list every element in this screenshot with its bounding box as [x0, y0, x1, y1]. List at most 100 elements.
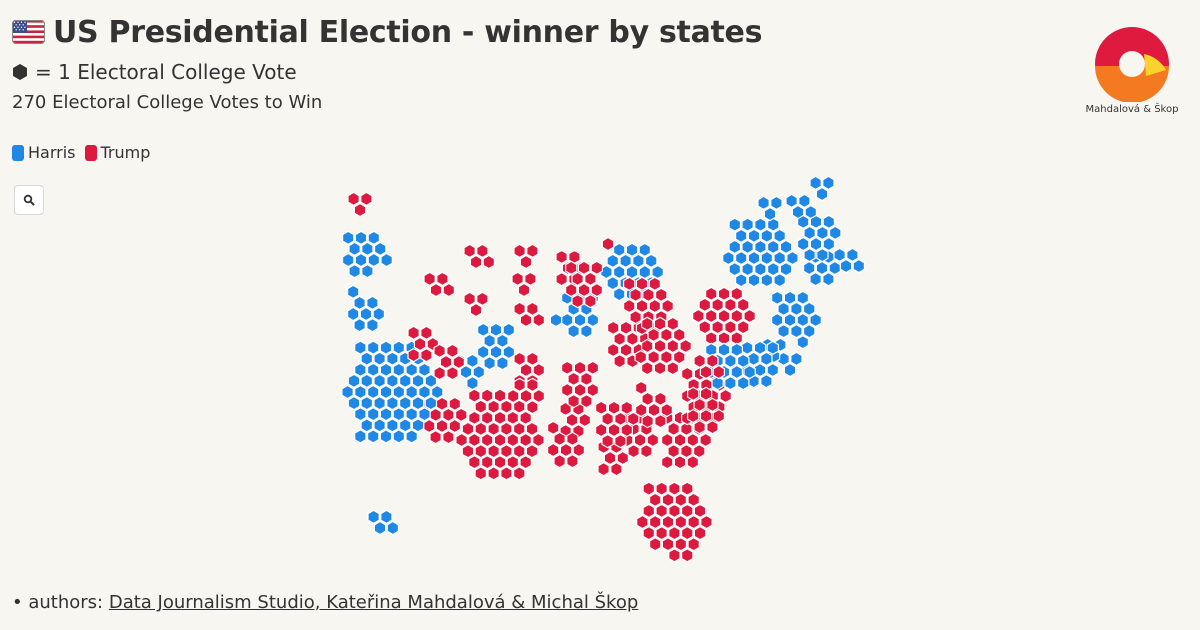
electoral-vote-hex[interactable] [347, 191, 360, 207]
electoral-vote-hex[interactable] [502, 322, 516, 337]
authors-link[interactable]: Data Journalism Studio, Kateřina Mahdalo… [108, 592, 639, 613]
electoral-vote-hex[interactable] [699, 408, 713, 424]
state-indiana[interactable] [606, 320, 652, 369]
electoral-vote-hex[interactable] [493, 388, 507, 403]
electoral-vote-hex[interactable] [474, 466, 487, 481]
electoral-vote-hex[interactable] [753, 362, 767, 378]
electoral-vote-hex[interactable] [386, 351, 399, 366]
electoral-vote-hex[interactable] [429, 429, 442, 445]
electoral-vote-hex[interactable] [620, 422, 634, 438]
electoral-vote-hex[interactable] [493, 432, 507, 448]
electoral-vote-hex[interactable] [666, 316, 680, 331]
electoral-vote-hex[interactable] [672, 327, 686, 343]
electoral-vote-hex[interactable] [679, 338, 692, 354]
electoral-vote-hex[interactable] [651, 264, 664, 280]
electoral-vote-hex[interactable] [644, 253, 658, 269]
electoral-vote-hex[interactable] [386, 418, 399, 433]
electoral-vote-hex[interactable] [773, 228, 786, 243]
electoral-vote-hex[interactable] [634, 349, 648, 365]
electoral-vote-hex[interactable] [506, 455, 520, 470]
electoral-vote-hex[interactable] [512, 466, 526, 481]
electoral-vote-hex[interactable] [743, 364, 756, 380]
electoral-vote-hex[interactable] [360, 191, 373, 207]
electoral-vote-hex[interactable] [629, 309, 642, 325]
electoral-vote-hex[interactable] [594, 400, 608, 415]
electoral-vote-hex[interactable] [573, 312, 587, 328]
electoral-vote-hex[interactable] [560, 382, 574, 398]
electoral-vote-hex[interactable] [668, 548, 681, 563]
electoral-vote-hex[interactable] [833, 247, 846, 263]
electoral-vote-hex[interactable] [754, 239, 767, 255]
electoral-vote-hex[interactable] [622, 276, 636, 291]
electoral-vote-hex[interactable] [692, 308, 705, 324]
electoral-vote-hex[interactable] [614, 433, 627, 449]
electoral-vote-hex[interactable] [783, 312, 797, 328]
state-delaware[interactable] [777, 351, 803, 378]
electoral-vote-hex[interactable] [477, 322, 490, 337]
electoral-vote-hex[interactable] [809, 271, 822, 287]
electoral-vote-hex[interactable] [606, 275, 620, 291]
electoral-vote-hex[interactable] [342, 252, 355, 268]
electoral-vote-hex[interactable] [680, 481, 694, 496]
electoral-vote-hex[interactable] [506, 410, 520, 425]
electoral-vote-hex[interactable] [348, 241, 361, 257]
electoral-vote-hex[interactable] [634, 402, 648, 418]
state-florida[interactable] [636, 481, 713, 563]
electoral-vote-hex[interactable] [436, 271, 449, 287]
electoral-vote-hex[interactable] [500, 421, 513, 437]
electoral-vote-hex[interactable] [601, 411, 614, 427]
electoral-vote-hex[interactable] [590, 260, 604, 275]
electoral-vote-hex[interactable] [379, 340, 393, 355]
electoral-vote-hex[interactable] [517, 282, 531, 298]
electoral-vote-hex[interactable] [466, 375, 479, 391]
electoral-vote-hex[interactable] [804, 204, 818, 220]
electoral-vote-hex[interactable] [354, 362, 367, 377]
electoral-vote-hex[interactable] [525, 421, 539, 437]
state-louisiana[interactable] [546, 420, 586, 469]
electoral-vote-hex[interactable] [660, 432, 674, 448]
electoral-vote-hex[interactable] [619, 342, 633, 358]
electoral-vote-hex[interactable] [660, 349, 673, 365]
electoral-vote-hex[interactable] [354, 384, 367, 400]
electoral-vote-hex[interactable] [642, 481, 656, 496]
electoral-vote-hex[interactable] [719, 388, 732, 404]
electoral-vote-hex[interactable] [660, 402, 674, 418]
electoral-vote-hex[interactable] [743, 308, 756, 324]
state-maine-cd-2[interactable] [601, 236, 615, 252]
state-wisconsin[interactable] [564, 260, 604, 309]
electoral-vote-hex[interactable] [740, 340, 754, 355]
electoral-vote-hex[interactable] [481, 410, 494, 425]
electoral-vote-hex[interactable] [711, 375, 724, 391]
electoral-vote-hex[interactable] [736, 375, 750, 391]
electoral-vote-hex[interactable] [828, 260, 842, 276]
electoral-vote-hex[interactable] [532, 432, 545, 448]
electoral-vote-hex[interactable] [728, 217, 742, 232]
electoral-vote-hex[interactable] [620, 400, 634, 415]
electoral-vote-hex[interactable] [496, 333, 509, 349]
electoral-vote-hex[interactable] [613, 331, 626, 347]
electoral-vote-hex[interactable] [431, 384, 444, 400]
electoral-vote-hex[interactable] [647, 402, 661, 418]
electoral-vote-hex[interactable] [606, 342, 620, 358]
state-south-dakota[interactable] [511, 271, 537, 298]
electoral-vote-hex[interactable] [433, 365, 446, 381]
electoral-vote-hex[interactable] [680, 366, 694, 381]
state-maryland[interactable] [740, 340, 780, 389]
electoral-vote-hex[interactable] [584, 293, 597, 309]
electoral-vote-hex[interactable] [724, 375, 737, 391]
electoral-vote-hex[interactable] [379, 362, 393, 377]
electoral-vote-hex[interactable] [647, 349, 660, 365]
electoral-vote-hex[interactable] [586, 360, 600, 375]
state-texas[interactable] [455, 388, 545, 481]
electoral-vote-hex[interactable] [698, 319, 712, 335]
electoral-vote-hex[interactable] [455, 407, 468, 423]
electoral-vote-hex[interactable] [722, 250, 735, 266]
electoral-vote-hex[interactable] [612, 242, 626, 257]
electoral-vote-hex[interactable] [760, 373, 773, 389]
electoral-vote-hex[interactable] [519, 388, 533, 404]
electoral-vote-hex[interactable] [680, 443, 693, 459]
electoral-vote-hex[interactable] [622, 298, 636, 314]
electoral-vote-hex[interactable] [392, 407, 405, 422]
state-utah[interactable] [433, 343, 465, 381]
electoral-vote-hex[interactable] [519, 254, 533, 270]
